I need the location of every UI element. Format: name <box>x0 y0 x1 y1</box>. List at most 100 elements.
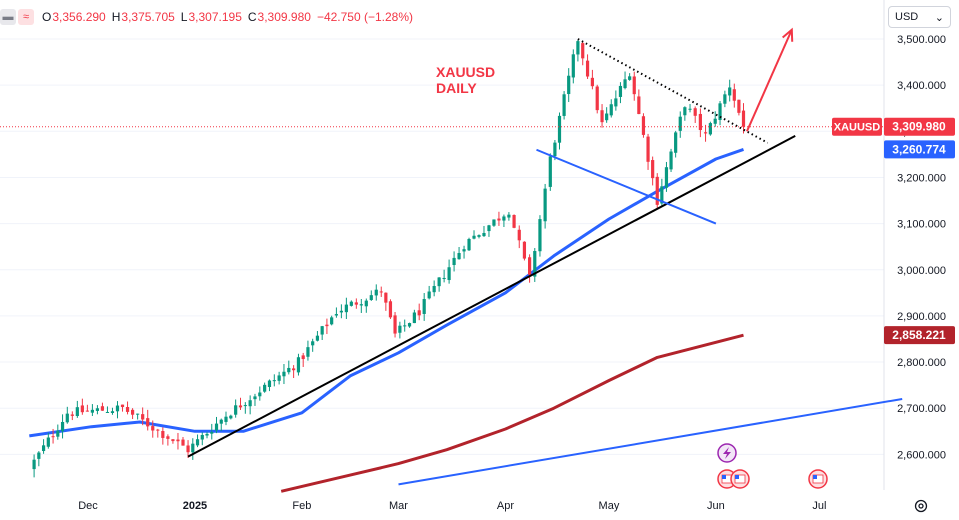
candle-body <box>85 410 89 412</box>
candle-body <box>90 409 94 413</box>
candle-body <box>37 452 41 459</box>
candle-body <box>713 118 717 124</box>
candle-body <box>320 326 324 335</box>
candle-body <box>306 347 310 357</box>
price-label-box <box>884 326 955 345</box>
candle-body <box>171 439 175 442</box>
candle-body <box>741 110 746 127</box>
candle-body <box>507 214 511 218</box>
time-tick-label: Apr <box>497 500 514 512</box>
candle-body <box>334 314 338 316</box>
candle-body <box>200 434 204 440</box>
candle-body <box>374 289 378 296</box>
candle-body <box>678 116 682 131</box>
ema-50-line <box>29 147 744 438</box>
candle-body <box>641 116 646 135</box>
candle-body <box>732 89 736 101</box>
change-value: −42.750 (−1.28%) <box>316 10 414 24</box>
open-label: O <box>42 10 52 24</box>
candle-body <box>258 392 262 397</box>
price-label-value: 3,309.980 <box>892 120 946 134</box>
time-tick-label: May <box>599 500 620 512</box>
candle-body <box>151 426 155 431</box>
price-tick-label: 2,800.000 <box>897 357 946 369</box>
candle-body <box>467 238 471 251</box>
candle-body <box>432 285 436 293</box>
price-tick-label: 3,500.000 <box>897 34 946 46</box>
candle-body <box>229 415 233 419</box>
symbol-label: XAUUSD <box>834 122 881 134</box>
candle-body <box>477 235 481 237</box>
candle-body <box>683 107 687 116</box>
candle-body <box>628 76 632 80</box>
candle-body <box>287 367 291 373</box>
candle-body <box>528 257 532 275</box>
trendline <box>187 135 796 458</box>
candle-body <box>156 429 160 431</box>
candle-body <box>447 267 451 281</box>
candle-body <box>56 430 60 437</box>
candles <box>32 39 746 478</box>
price-tick-label: 3,200.000 <box>897 172 946 184</box>
time-tick-label: Jun <box>707 500 725 512</box>
candle-body <box>462 249 466 252</box>
settings-icon[interactable] <box>913 498 929 514</box>
candle-body <box>238 405 243 408</box>
candle-body <box>339 310 343 313</box>
high-value: 3,375.705 <box>121 10 175 24</box>
candle-body <box>95 408 100 411</box>
candle-body <box>46 437 50 447</box>
candle-body <box>186 445 190 453</box>
price-tick-label: 2,700.000 <box>897 403 946 415</box>
candle-body <box>70 414 74 416</box>
indicator-icon[interactable]: ≈ <box>18 9 34 25</box>
candle-body <box>543 188 547 222</box>
open-value: 3,356.290 <box>52 10 106 24</box>
time-tick-label: Feb <box>292 500 311 512</box>
candle-body <box>497 218 501 221</box>
candle-body <box>517 229 521 241</box>
drawings <box>0 27 903 486</box>
candle-body <box>141 414 145 420</box>
ema-50-path <box>29 147 744 438</box>
low-value: 3,307.195 <box>188 10 242 24</box>
candle-body <box>120 404 125 408</box>
currency-select[interactable]: USD ⌄ <box>888 6 951 28</box>
collapse-icon[interactable]: ▬ <box>0 9 16 25</box>
candle-body <box>296 357 301 373</box>
flag-canton <box>735 475 739 479</box>
candle-body <box>176 439 180 442</box>
candle-body <box>205 433 209 436</box>
candle-body <box>442 277 446 280</box>
candle-body <box>553 142 557 157</box>
candle-body <box>354 302 358 305</box>
candle-body <box>398 325 402 333</box>
candle-body <box>723 94 727 104</box>
price-tick-label: 3,000.000 <box>897 265 946 277</box>
ema-200-line <box>280 333 744 493</box>
candle-body <box>669 151 673 170</box>
annotation-timeframe: DAILY <box>436 80 477 96</box>
candle-body <box>538 219 542 252</box>
candle-body <box>195 439 200 446</box>
dotted-trendline <box>577 38 769 144</box>
candle-body <box>557 115 562 143</box>
candle-body <box>487 225 491 232</box>
candle-body <box>344 304 348 313</box>
candle-body <box>427 291 431 299</box>
candle-body <box>472 235 476 239</box>
candle-body <box>115 405 120 412</box>
candle-body <box>655 176 659 205</box>
price-label-box <box>884 117 955 136</box>
candle-body <box>651 160 655 179</box>
candle-body <box>512 214 516 228</box>
candle-body <box>632 76 636 95</box>
candle-body <box>234 405 238 415</box>
candle-body <box>522 241 527 259</box>
price-label-box <box>884 140 955 159</box>
price-label-value: 2,858.221 <box>892 328 946 342</box>
candle-body <box>417 310 421 316</box>
chart-annotation: XAUUSD DAILY <box>436 64 495 96</box>
candle-body <box>60 421 65 432</box>
